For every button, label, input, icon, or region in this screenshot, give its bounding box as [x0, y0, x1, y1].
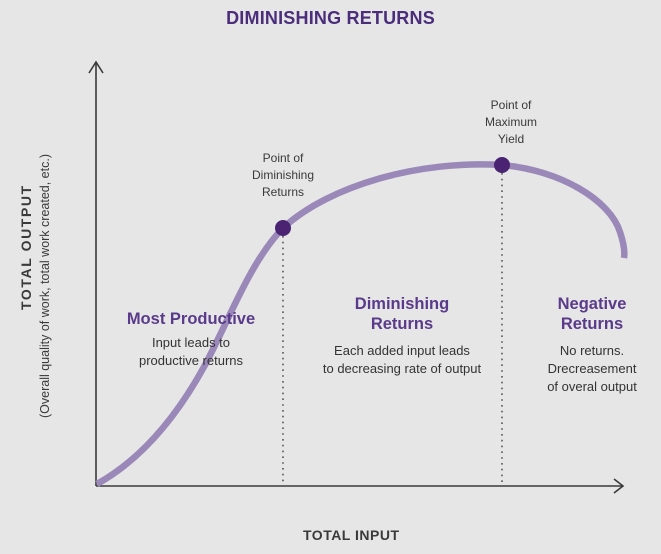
annotation-point-maximum: Point of Maximum Yield: [484, 98, 537, 146]
x-axis-arrow-icon: [613, 478, 625, 494]
y-axis-title: TOTAL OUTPUT: [18, 184, 34, 310]
y-axis-subtitle: (Overall quality of work, total work cre…: [38, 154, 52, 418]
region-title: Negative Returns: [557, 295, 627, 333]
x-axis-title: TOTAL INPUT: [303, 527, 400, 543]
region-description: Input leads to productive returns: [138, 335, 244, 368]
point-maximum-yield: [494, 157, 510, 173]
region-diminishing-returns: Diminishing Returns Each added input lea…: [302, 294, 502, 378]
region-most-productive: Most Productive Input leads to productiv…: [110, 309, 272, 370]
region-description: No returns. Drecreasement of overal outp…: [547, 343, 637, 394]
y-axis-arrow-icon: [88, 60, 104, 74]
chart-title: DIMINISHING RETURNS: [226, 8, 435, 28]
y-axis-labels: TOTAL OUTPUT (Overall quality of work, t…: [18, 110, 58, 430]
point-diminishing-returns: [275, 220, 291, 236]
annotation-point-diminishing: Point of Diminishing Returns: [251, 151, 315, 199]
output-curve: [95, 161, 628, 487]
region-title: Diminishing Returns: [354, 295, 450, 333]
region-title: Most Productive: [126, 310, 256, 328]
region-description: Each added input leads to decreasing rat…: [322, 343, 482, 376]
region-negative-returns: Negative Returns No returns. Drecreaseme…: [528, 294, 656, 396]
